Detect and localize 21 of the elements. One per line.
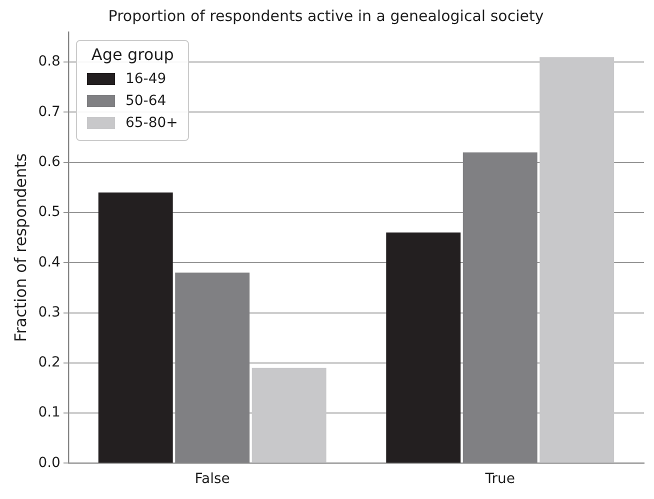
- bar: [252, 368, 326, 463]
- y-tick-label: 0.7: [38, 104, 60, 120]
- bar: [540, 57, 614, 463]
- y-tick-label: 0.3: [38, 304, 60, 320]
- legend-title: Age group: [90, 45, 175, 64]
- y-tick-label: 0.2: [38, 354, 60, 371]
- x-tick-label: False: [194, 471, 230, 488]
- y-axis-title: Fraction of respondents: [10, 153, 30, 342]
- legend-label: 50-64: [125, 93, 166, 109]
- y-tick-label: 0.0: [38, 454, 60, 471]
- legend-label: 16-49: [125, 71, 166, 87]
- y-tick-label: 0.1: [38, 404, 60, 421]
- y-tick-label: 0.8: [38, 54, 60, 70]
- bar: [98, 192, 173, 463]
- y-tick-label: 0.5: [38, 204, 60, 220]
- bar: [386, 232, 461, 463]
- chart-title: Proportion of respondents active in a genealogical society: [108, 6, 544, 25]
- y-tick-label: 0.6: [38, 154, 61, 170]
- legend-label: 65-80+: [125, 115, 178, 131]
- x-tick-label: True: [484, 471, 515, 488]
- y-tick-label: 0.4: [38, 254, 61, 270]
